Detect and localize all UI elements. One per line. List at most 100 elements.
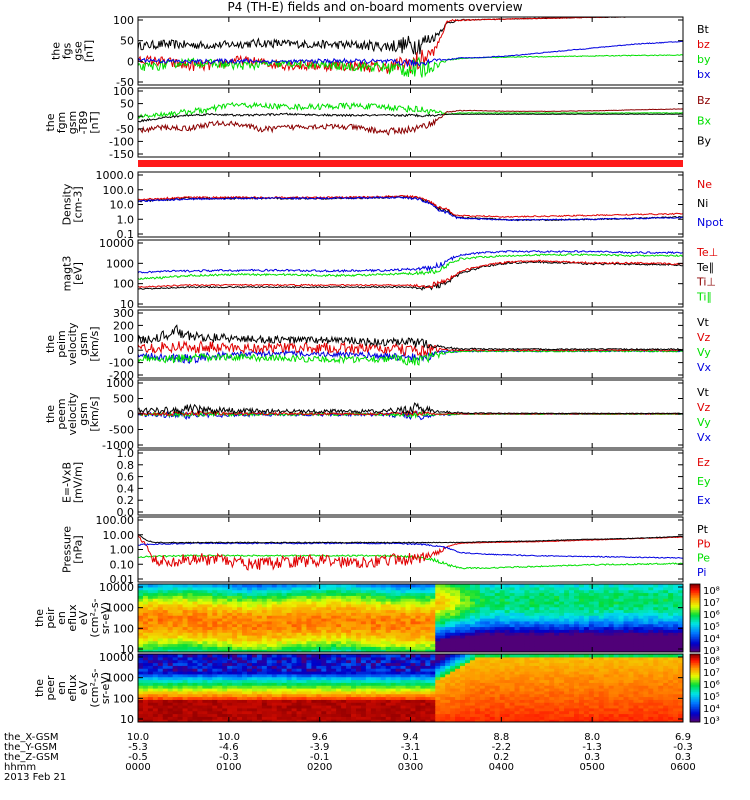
spectrogram-cell (613, 601, 620, 605)
spectrogram-cell (336, 656, 342, 661)
spectrogram-cell (623, 609, 630, 613)
spectrogram-cell (549, 606, 555, 611)
spectrogram-cell (232, 690, 238, 695)
spectrogram-cell (227, 612, 233, 616)
spectrogram-cell (539, 620, 545, 625)
spectrogram-cell (172, 606, 179, 611)
spectrogram-cell (405, 702, 412, 706)
spectrogram-cell (351, 606, 357, 611)
spectrogram-cell (455, 693, 461, 698)
spectrogram-cell (207, 637, 213, 642)
spectrogram-cell (286, 643, 293, 647)
spectrogram-cell (316, 688, 322, 692)
spectrogram-cell (356, 635, 362, 639)
spectrogram-cell (356, 665, 362, 669)
spectrogram-cell (375, 659, 382, 664)
y-axis-label: [km/s] (88, 396, 101, 431)
spectrogram-cell (311, 679, 317, 683)
spectrogram-cell (281, 702, 288, 706)
spectrogram-cell (336, 707, 342, 712)
spectrogram-cell (222, 654, 228, 658)
spectrogram-cell (395, 601, 402, 605)
spectrogram-cell (484, 710, 491, 715)
spectrogram-cell (242, 665, 248, 669)
spectrogram-cell (554, 629, 560, 633)
spectrogram-cell (514, 696, 521, 700)
spectrogram-cell (410, 592, 417, 596)
spectrogram-cell (643, 603, 649, 608)
spectrogram-cell (331, 696, 337, 700)
spectrogram-cell (494, 618, 501, 622)
spectrogram-cell (291, 668, 298, 672)
spectrogram-cell (162, 626, 169, 630)
spectrogram-cell (217, 693, 223, 698)
spectrogram-cell (351, 665, 357, 669)
spectrogram-cell (465, 713, 471, 717)
spectrogram-cell (207, 676, 213, 681)
spectrogram-cell (504, 699, 511, 703)
spectrogram-cell (365, 696, 372, 700)
spectrogram-cell (326, 637, 332, 642)
spectrogram-cell (162, 671, 169, 675)
spectrogram-cell (484, 705, 491, 709)
spectrogram-cell (534, 598, 540, 602)
spectrogram-cell (469, 589, 476, 594)
spectrogram-cell (281, 618, 288, 622)
spectrogram-cell (306, 601, 312, 605)
spectrogram-cell (618, 635, 625, 639)
spectrogram-cell (142, 609, 149, 613)
spectrogram-cell (147, 635, 154, 639)
spectrogram-cell (395, 620, 402, 625)
spectrogram-cell (623, 626, 630, 630)
spectrogram-cell (395, 713, 402, 717)
spectrogram-cell (474, 635, 481, 639)
spectrogram-cell (519, 592, 526, 596)
spectrogram-cell (673, 649, 679, 652)
spectrogram-cell (509, 637, 516, 642)
spectrogram-cell (489, 668, 496, 672)
spectrogram-cell (509, 685, 516, 689)
legend-Vy: Vy (697, 416, 711, 429)
spectrogram-cell (232, 649, 238, 652)
spectrogram-cell (138, 615, 144, 619)
spectrogram-cell (271, 656, 278, 661)
spectrogram-cell (519, 615, 526, 619)
spectrogram-cell (390, 710, 397, 715)
y-tick-label: 1.0 (117, 447, 135, 460)
spectrogram-cell (588, 632, 595, 636)
spectrogram-cell (574, 606, 580, 611)
spectrogram-cell (197, 589, 203, 594)
spectrogram-cell (440, 656, 446, 661)
spectrogram-cell (375, 615, 382, 619)
spectrogram-cell (390, 699, 397, 703)
spectrogram-cell (311, 671, 317, 675)
spectrogram-cell (266, 662, 273, 666)
spectrogram-cell (321, 693, 327, 698)
spectrogram-cell (157, 654, 164, 658)
spectrogram-cell (375, 637, 382, 642)
spectrogram-cell (341, 592, 347, 596)
spectrogram-cell (336, 640, 342, 645)
spectrogram-cell (247, 668, 253, 672)
spectrogram-cell (167, 665, 174, 669)
spectrogram-cell (276, 705, 283, 709)
spectrogram-cell (648, 649, 654, 652)
spectrogram-cell (192, 584, 199, 588)
spectrogram-cell (509, 626, 516, 630)
spectrogram-cell (460, 609, 466, 613)
spectrogram-cell (247, 713, 253, 717)
spectrogram-cell (549, 603, 555, 608)
spectrogram-cell (356, 626, 362, 630)
spectrogram-cell (276, 606, 283, 611)
spectrogram-cell (410, 601, 417, 605)
spectrogram-cell (509, 601, 516, 605)
spectrogram-cell (410, 696, 417, 700)
spectrogram-cell (242, 632, 248, 636)
spectrogram-cell (465, 612, 471, 616)
spectrogram-cell (643, 606, 649, 611)
spectrogram-cell (212, 671, 218, 675)
spectrogram-cell (648, 615, 654, 619)
spectrogram-cell (450, 623, 456, 628)
colorbar-step (690, 635, 700, 638)
spectrogram-cell (420, 668, 426, 672)
